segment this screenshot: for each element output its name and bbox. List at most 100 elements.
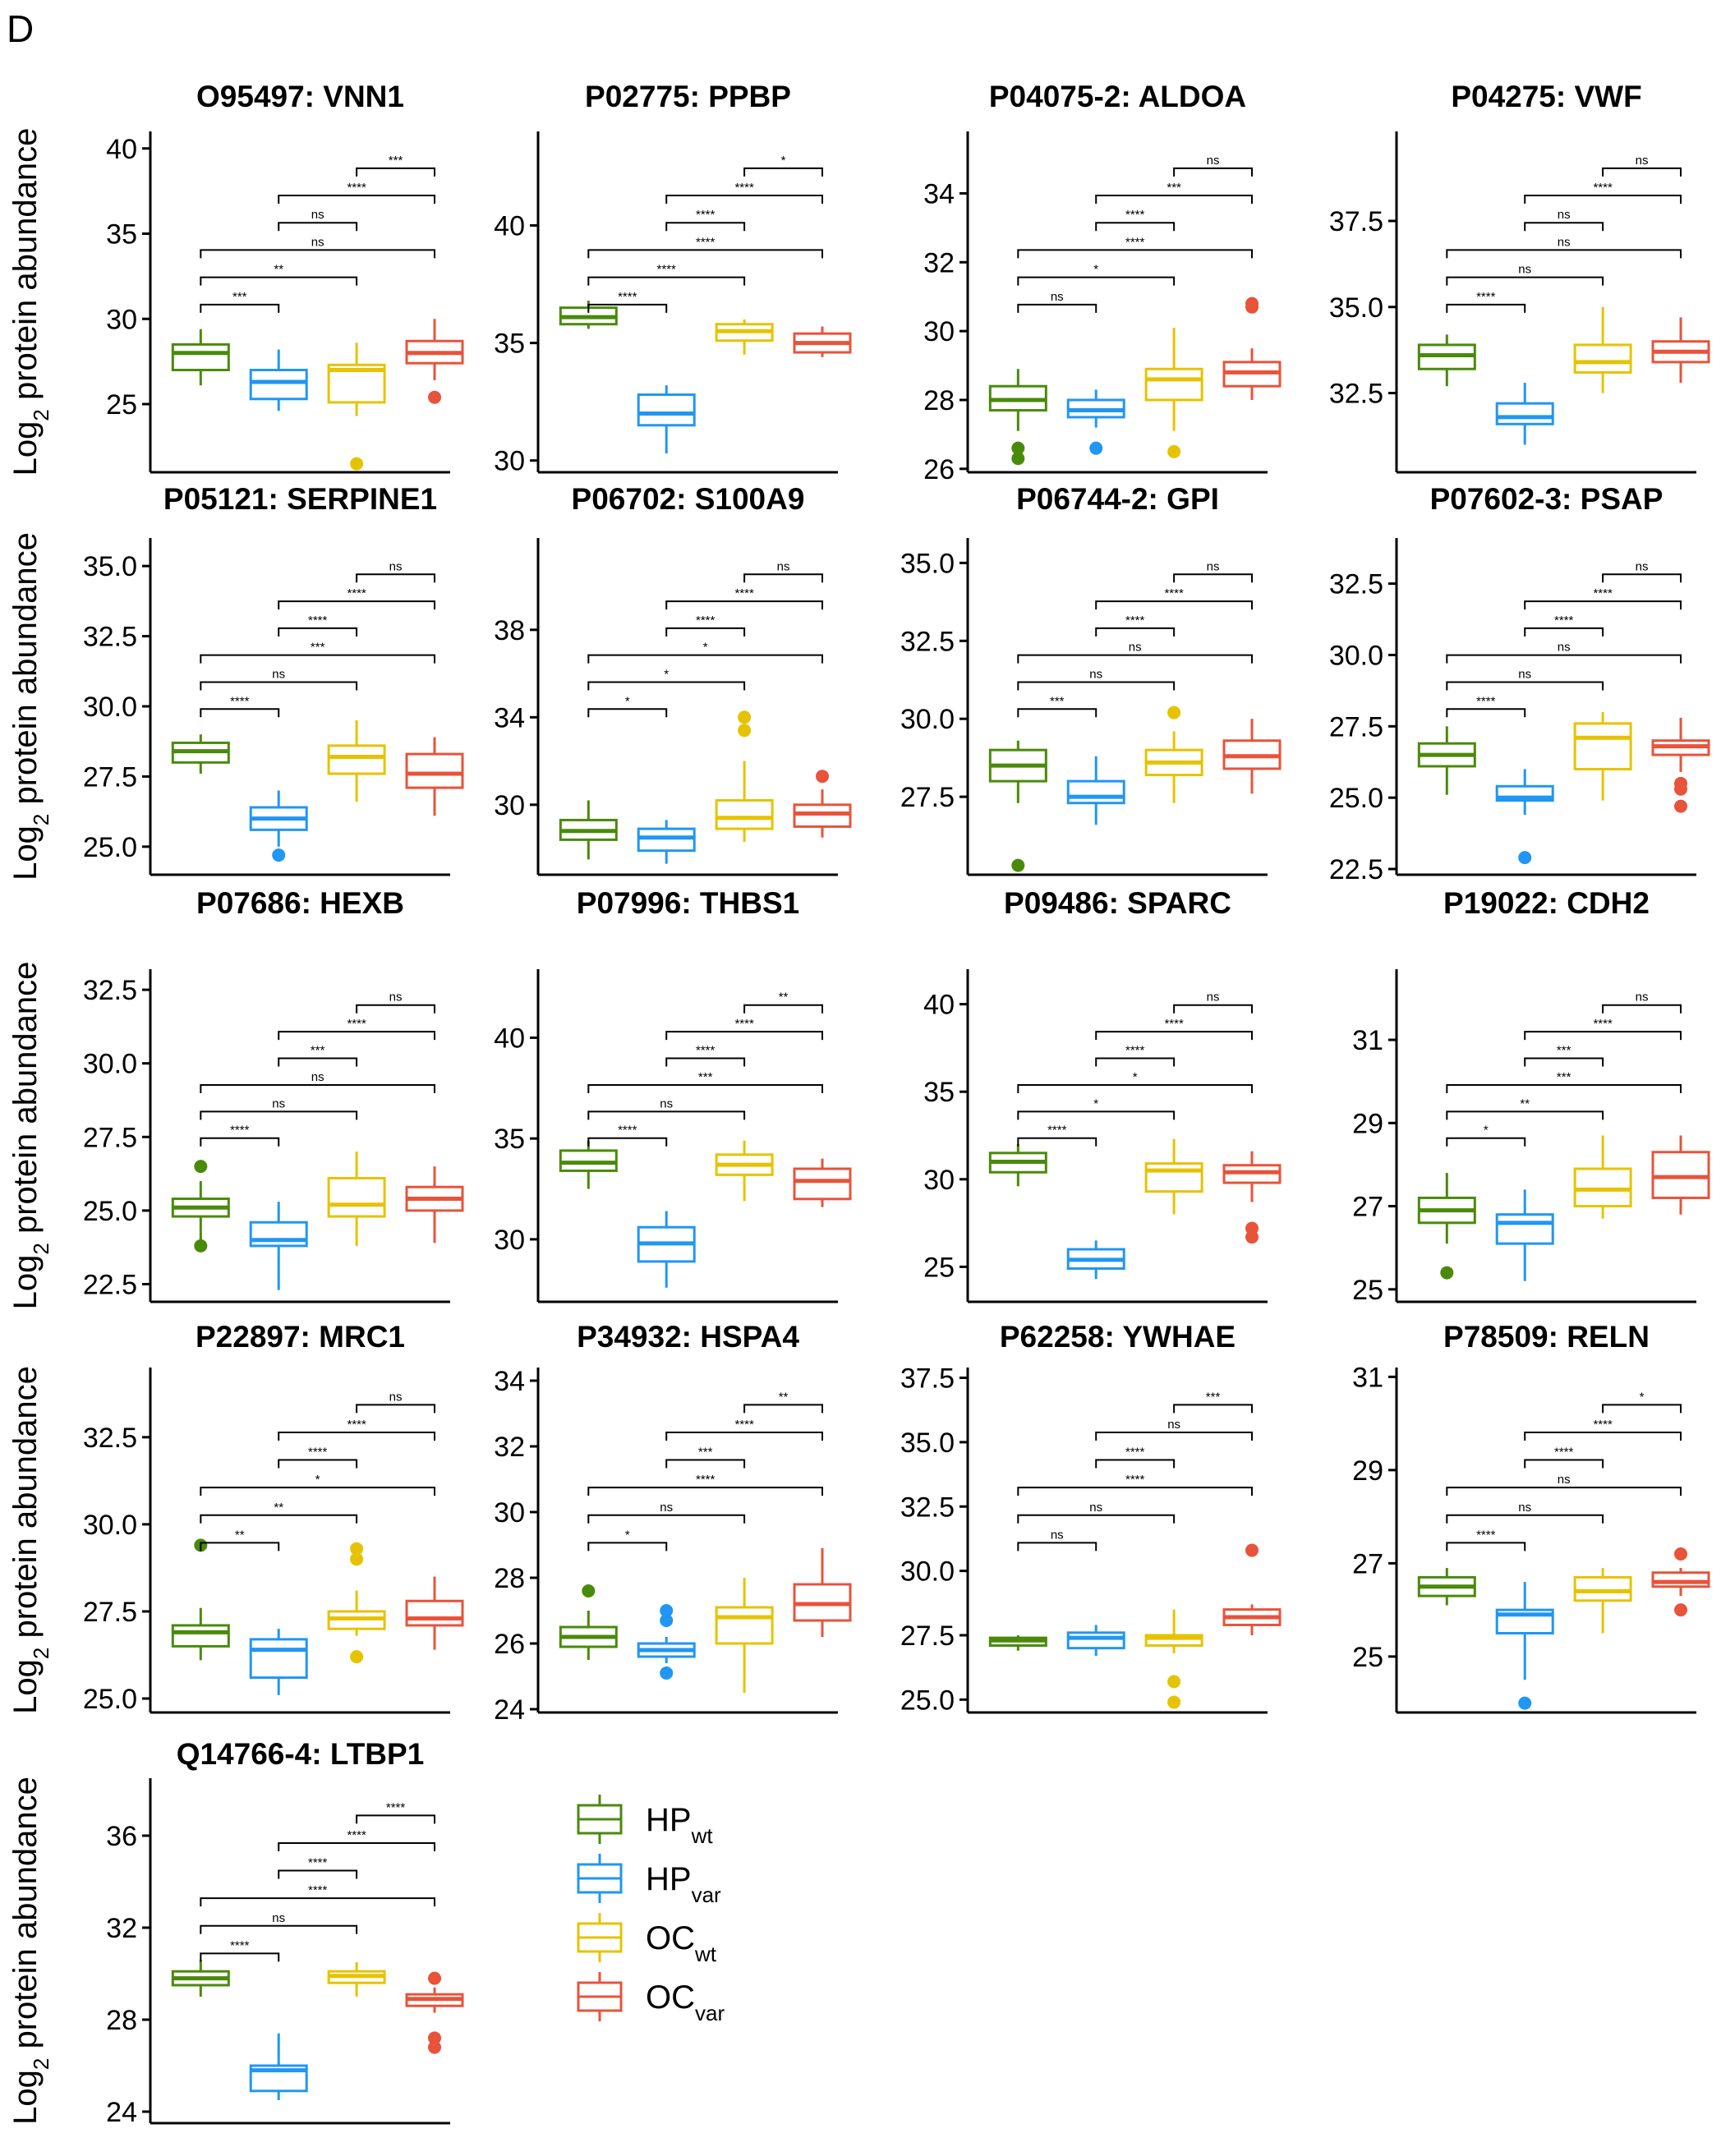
significance-bracket [587,1137,668,1147]
y-tick-label: 30.0 [900,1556,955,1588]
box-ocwt [327,1152,386,1246]
box-hpvar [637,820,696,864]
y-tick-label: 35 [494,1124,525,1155]
outlier-point [660,1604,674,1617]
box-hpwt [1417,1173,1476,1280]
significance-label: **** [1476,694,1496,708]
plot-title: P04075-2: ALDOA [989,80,1246,113]
outlier-point [1518,1696,1532,1710]
y-tick-label: 30 [494,1497,525,1529]
significance-label: **** [230,1938,250,1952]
box-iqr [327,1176,386,1218]
box-ocwt [327,720,386,802]
significance-bracket [587,654,824,664]
significance-bracket [200,276,358,286]
y-tick-label: 34 [494,1366,525,1397]
significance-label: * [1640,1390,1645,1404]
significance-label: ** [274,1501,283,1515]
box-hpvar [637,385,696,454]
significance-bracket [200,1083,436,1093]
y-tick-label: 40 [494,210,525,241]
significance-label: **** [696,235,716,249]
y-tick-label: 28 [106,2005,137,2036]
outlier-point [816,770,830,784]
significance-label: * [1484,1124,1489,1138]
significance-label: **** [696,1044,716,1058]
significance-bracket [278,1459,358,1469]
outlier-point [582,1584,596,1597]
outlier-point [1089,441,1103,455]
plot-title: P78509: RELN [1443,1320,1650,1354]
significance-bracket [1017,708,1097,718]
significance-bracket [665,627,746,637]
significance-label: ns [1129,641,1142,655]
significance-bracket [1017,1514,1176,1524]
legend-item-ocvar: OCvar [577,1972,725,2025]
y-tick-label: 35 [106,219,137,251]
y-tick-label: 27.5 [900,1620,955,1652]
significance-bracket [200,708,280,718]
significance-bracket [278,627,358,637]
significance-label: **** [1125,1473,1145,1487]
box-hpwt [171,1538,230,1661]
significance-label: **** [347,1418,366,1432]
plot-ltbp1: Q14766-4: LTBP1 24 28 32 36 Log2 protein abun… [7,1737,464,2128]
y-tick-label: 30.0 [1329,640,1383,671]
significance-bracket [278,1841,436,1851]
y-tick-label: 35 [923,1077,955,1108]
significance-label: ns [1558,235,1571,249]
significance-label: **** [734,586,754,600]
significance-label: ns [1207,559,1220,573]
box-ocwt [327,1542,386,1664]
significance-bracket [278,1431,436,1441]
plot-title: P19022: CDH2 [1443,886,1650,920]
significance-label: **** [308,614,328,627]
y-tick-label: 30 [494,790,525,821]
box-hpwt [988,1144,1047,1187]
box-iqr [1066,779,1125,805]
y-axis-label: Log2 protein abundance [7,1366,53,1714]
significance-label: ns [311,1070,324,1084]
significance-bracket [1095,600,1254,610]
box-iqr [171,342,230,371]
plot-title: P62258: YWHAE [1000,1320,1236,1354]
box-hpvar [637,1604,696,1680]
significance-label: ns [1167,1418,1180,1432]
significance-bracket [1446,276,1604,286]
y-tick-label: 24 [494,1694,525,1726]
plot-title: Q14766-4: LTBP1 [177,1737,425,1771]
outlier-point [1167,444,1181,458]
significance-bracket [1095,1057,1176,1067]
box-ocwt [327,342,386,471]
significance-bracket [1602,167,1682,177]
y-tick-label: 32 [923,247,955,278]
significance-bracket [356,1814,436,1824]
significance-label: ** [779,1390,789,1404]
outlier-point [1167,706,1181,719]
box-hpwt [988,369,1047,466]
significance-label: **** [618,1124,637,1138]
y-tick-label: 26 [923,454,955,485]
significance-bracket [200,1952,280,1962]
y-tick-label: 32.5 [1329,569,1383,600]
y-tick-label: 35.0 [83,551,137,582]
significance-bracket [1524,627,1604,637]
significance-bracket [1524,1057,1604,1067]
significance-bracket [743,1004,824,1014]
y-tick-label: 34 [923,178,955,209]
significance-label: **** [696,1473,716,1487]
significance-label: **** [386,1800,406,1814]
box-ocwt [715,710,774,843]
significance-bracket [1095,1431,1254,1441]
y-tick-label: 38 [494,615,525,646]
box-iqr [249,369,308,401]
plot-title: P07602-3: PSAP [1430,482,1663,516]
significance-bracket [1446,1514,1604,1524]
significance-bracket [278,1031,436,1041]
significance-label: **** [1593,1017,1613,1031]
box-iqr [1651,1151,1710,1199]
box-ocwt [327,1962,386,1997]
significance-bracket [1017,1137,1097,1147]
box-ocwt [1144,327,1203,458]
